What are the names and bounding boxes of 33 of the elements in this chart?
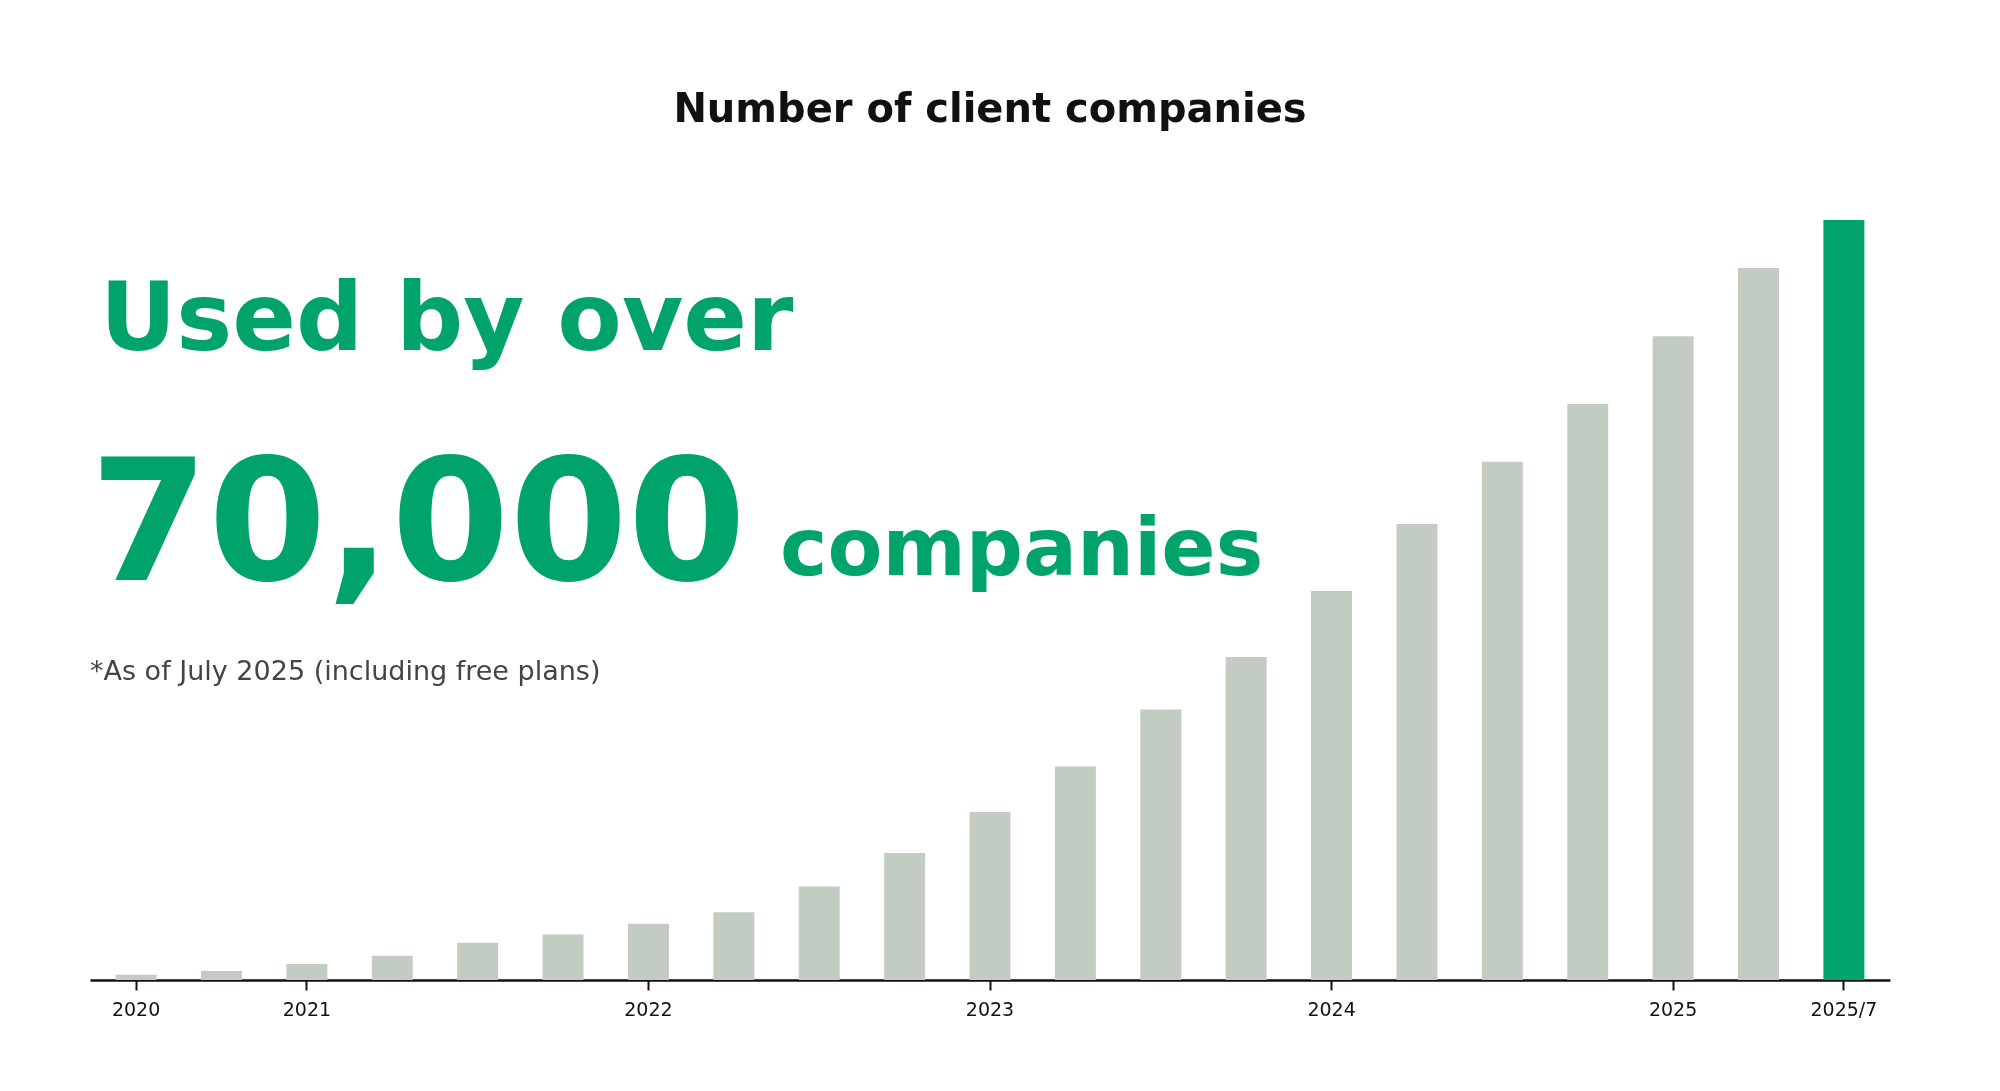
bar	[201, 970, 242, 980]
x-tick-label: 2024	[1307, 997, 1356, 1020]
x-tick-label: 2020	[111, 997, 161, 1020]
annotation: Used by over	[100, 263, 794, 372]
bar	[1823, 220, 1865, 980]
x-tick-label: 2023	[965, 997, 1015, 1020]
bar	[713, 912, 755, 980]
x-tick-label: 2022	[624, 997, 673, 1020]
bar	[457, 942, 499, 980]
bar	[798, 886, 840, 980]
x-tick-label: 2021	[282, 997, 332, 1020]
bar	[1054, 766, 1096, 980]
bar	[969, 812, 1011, 980]
bar	[1567, 403, 1609, 980]
x-tick-label: 2025/7	[1810, 997, 1878, 1020]
annotation: *As of July 2025 (including free plans)	[90, 655, 601, 686]
bar	[884, 853, 926, 980]
bar	[1140, 709, 1182, 980]
chart-title: Number of client companies	[673, 85, 1307, 131]
bar	[286, 964, 328, 980]
bar	[1225, 657, 1267, 980]
annotation: companies	[780, 501, 1264, 594]
x-tick-label: 2025	[1648, 997, 1698, 1020]
annotation: 70,000	[90, 422, 747, 620]
bar	[627, 923, 669, 980]
bar	[1652, 336, 1694, 980]
bar	[1396, 524, 1438, 980]
bar	[371, 955, 413, 980]
bar	[542, 934, 584, 980]
bar	[1311, 590, 1353, 980]
bar	[115, 974, 157, 980]
bar	[1481, 461, 1523, 980]
bar	[1738, 267, 1779, 980]
